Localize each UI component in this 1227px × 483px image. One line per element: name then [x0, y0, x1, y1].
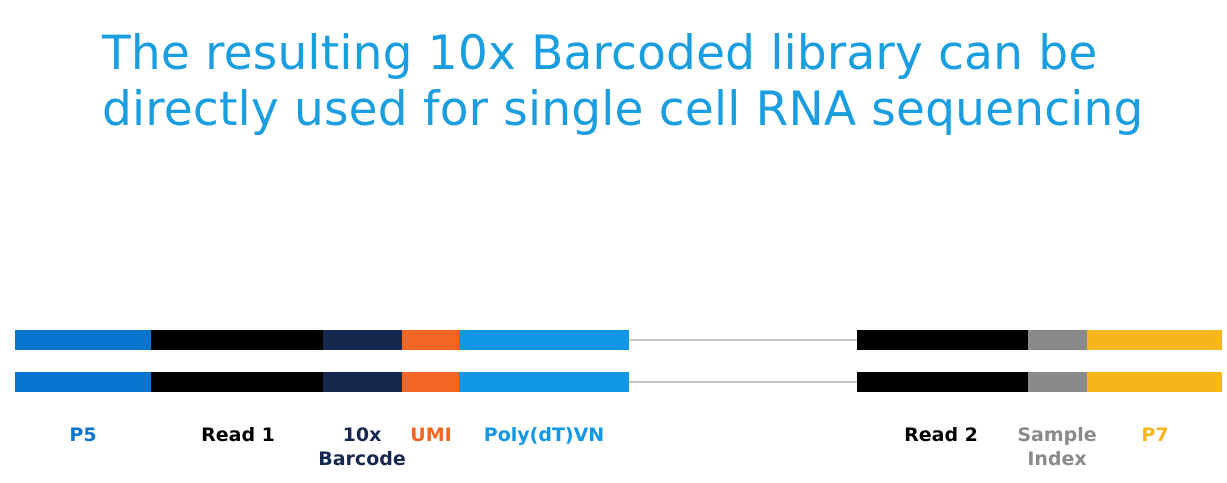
segment-insert-linker [629, 381, 857, 383]
label-sample-index-line1: Sample [1017, 424, 1097, 446]
label-polydt: Poly(dT)VN [484, 423, 604, 447]
segment-polydt [459, 330, 629, 350]
label-p7-text: P7 [1141, 424, 1169, 446]
label-read2-text: Read 2 [904, 424, 978, 446]
title-line-2: directly used for single cell RNA sequen… [102, 82, 1144, 137]
label-polydt-text: Poly(dT)VN [483, 424, 605, 446]
label-barcode: 10x Barcode [318, 423, 405, 471]
segment-sample-index [1028, 330, 1087, 350]
label-umi: UMI [410, 423, 451, 447]
segment-read1 [151, 330, 323, 350]
label-p5-text: P5 [69, 424, 97, 446]
label-read1-text: Read 1 [201, 424, 275, 446]
label-barcode-line1: 10x [342, 424, 382, 446]
segment-barcode [323, 330, 402, 350]
label-p7: P7 [1141, 423, 1168, 447]
label-sample-index-line2: Index [1027, 448, 1087, 470]
label-p5: P5 [69, 423, 96, 447]
segment-read1 [151, 372, 323, 392]
title-line-1: The resulting 10x Barcoded library can b… [102, 26, 1098, 81]
segment-insert-linker [629, 339, 857, 341]
label-barcode-line2: Barcode [318, 448, 406, 470]
label-read2: Read 2 [904, 423, 978, 447]
segment-p5 [15, 372, 151, 392]
segment-barcode [323, 372, 402, 392]
segment-umi [402, 330, 459, 350]
segment-sample-index [1028, 372, 1087, 392]
segment-p5 [15, 330, 151, 350]
segment-polydt [459, 372, 629, 392]
segment-read2 [857, 372, 1028, 392]
label-read1: Read 1 [201, 423, 275, 447]
label-umi-text: UMI [410, 424, 452, 446]
diagram-title: The resulting 10x Barcoded library can b… [102, 26, 1212, 138]
segment-read2 [857, 330, 1028, 350]
segment-p7 [1087, 330, 1222, 350]
library-strand-bottom [15, 372, 1222, 392]
segment-umi [402, 372, 459, 392]
library-strand-top [15, 330, 1222, 350]
segment-p7 [1087, 372, 1222, 392]
label-sample-index: Sample Index [1017, 423, 1096, 471]
